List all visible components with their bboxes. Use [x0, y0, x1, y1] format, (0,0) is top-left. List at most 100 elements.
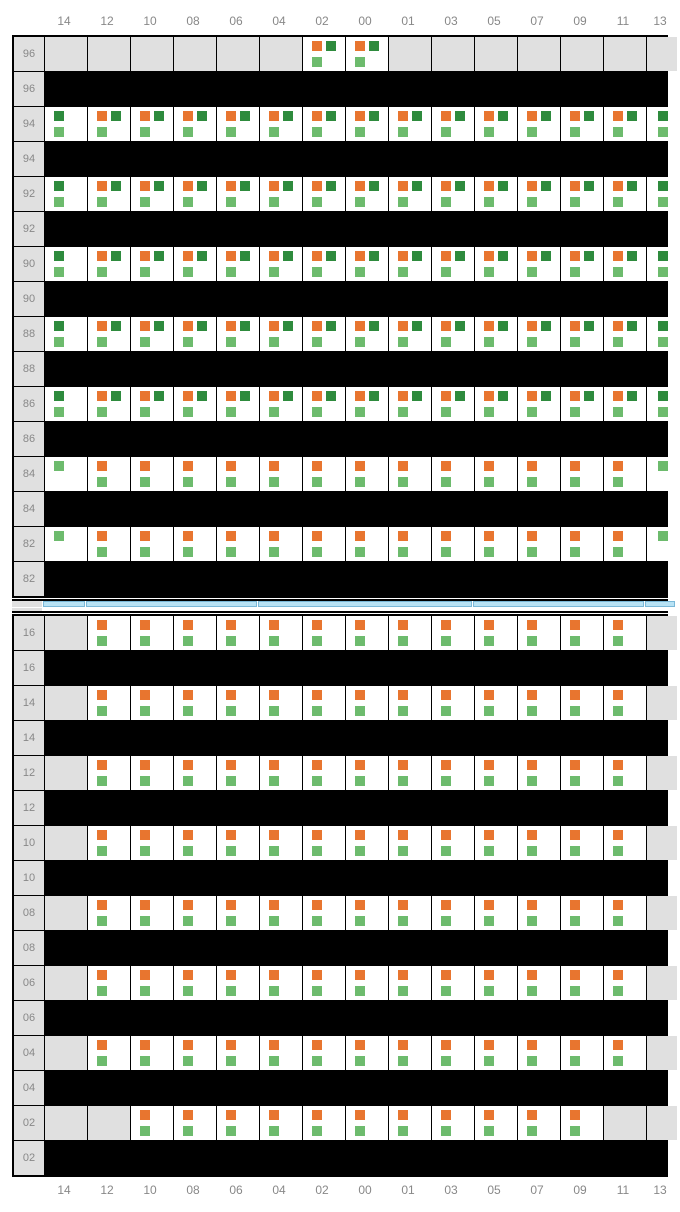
cell[interactable]: [174, 966, 216, 1000]
cell[interactable]: [260, 247, 302, 281]
cell[interactable]: [45, 457, 87, 491]
cell[interactable]: [260, 107, 302, 141]
cell[interactable]: [303, 247, 345, 281]
cell[interactable]: [475, 686, 517, 720]
cell[interactable]: [475, 826, 517, 860]
cell[interactable]: [604, 387, 646, 421]
cell[interactable]: [604, 527, 646, 561]
cell[interactable]: [217, 896, 259, 930]
cell[interactable]: [561, 317, 603, 351]
cell[interactable]: [647, 317, 677, 351]
cell[interactable]: [217, 527, 259, 561]
cell[interactable]: [475, 966, 517, 1000]
cell[interactable]: [561, 966, 603, 1000]
cell[interactable]: [432, 826, 474, 860]
cell[interactable]: [88, 896, 130, 930]
cell[interactable]: [432, 756, 474, 790]
cell[interactable]: [389, 896, 431, 930]
cell[interactable]: [346, 1036, 388, 1070]
cell[interactable]: [518, 527, 560, 561]
cell[interactable]: [88, 247, 130, 281]
cell[interactable]: [432, 247, 474, 281]
cell[interactable]: [475, 616, 517, 650]
cell[interactable]: [217, 317, 259, 351]
cell[interactable]: [475, 1036, 517, 1070]
cell[interactable]: [389, 686, 431, 720]
cell[interactable]: [174, 457, 216, 491]
cell[interactable]: [432, 1106, 474, 1140]
cell[interactable]: [174, 317, 216, 351]
cell[interactable]: [131, 1106, 173, 1140]
cell[interactable]: [88, 177, 130, 211]
cell[interactable]: [561, 527, 603, 561]
cell[interactable]: [88, 317, 130, 351]
cell[interactable]: [346, 1106, 388, 1140]
cell[interactable]: [217, 616, 259, 650]
cell[interactable]: [131, 896, 173, 930]
cell[interactable]: [604, 616, 646, 650]
cell[interactable]: [604, 247, 646, 281]
cell[interactable]: [604, 1036, 646, 1070]
cell[interactable]: [647, 527, 677, 561]
cell[interactable]: [88, 756, 130, 790]
cell[interactable]: [475, 457, 517, 491]
cell[interactable]: [260, 1036, 302, 1070]
cell[interactable]: [475, 527, 517, 561]
cell[interactable]: [518, 826, 560, 860]
cell[interactable]: [217, 457, 259, 491]
cell[interactable]: [475, 107, 517, 141]
cell[interactable]: [303, 616, 345, 650]
cell[interactable]: [303, 177, 345, 211]
cell[interactable]: [561, 107, 603, 141]
cell[interactable]: [518, 756, 560, 790]
cell[interactable]: [303, 107, 345, 141]
cell[interactable]: [561, 1106, 603, 1140]
cell[interactable]: [45, 527, 87, 561]
cell[interactable]: [604, 177, 646, 211]
cell[interactable]: [432, 527, 474, 561]
cell[interactable]: [518, 1106, 560, 1140]
cell[interactable]: [45, 317, 87, 351]
cell[interactable]: [260, 457, 302, 491]
cell[interactable]: [217, 826, 259, 860]
cell[interactable]: [518, 1036, 560, 1070]
cell[interactable]: [561, 1036, 603, 1070]
cell[interactable]: [647, 107, 677, 141]
cell[interactable]: [561, 896, 603, 930]
cell[interactable]: [131, 826, 173, 860]
cell[interactable]: [475, 387, 517, 421]
cell[interactable]: [303, 1036, 345, 1070]
cell[interactable]: [475, 177, 517, 211]
cell[interactable]: [217, 107, 259, 141]
cell[interactable]: [260, 756, 302, 790]
cell[interactable]: [346, 457, 388, 491]
cell[interactable]: [174, 247, 216, 281]
cell[interactable]: [389, 247, 431, 281]
cell[interactable]: [432, 177, 474, 211]
cell[interactable]: [604, 686, 646, 720]
cell[interactable]: [217, 247, 259, 281]
cell[interactable]: [518, 107, 560, 141]
cell[interactable]: [131, 966, 173, 1000]
cell[interactable]: [303, 37, 345, 71]
cell[interactable]: [88, 1036, 130, 1070]
cell[interactable]: [604, 756, 646, 790]
cell[interactable]: [260, 896, 302, 930]
cell[interactable]: [174, 1036, 216, 1070]
cell[interactable]: [647, 177, 677, 211]
cell[interactable]: [131, 177, 173, 211]
cell[interactable]: [518, 616, 560, 650]
cell[interactable]: [88, 616, 130, 650]
cell[interactable]: [346, 616, 388, 650]
cell[interactable]: [647, 247, 677, 281]
cell[interactable]: [131, 527, 173, 561]
cell[interactable]: [45, 177, 87, 211]
cell[interactable]: [131, 107, 173, 141]
cell[interactable]: [217, 1036, 259, 1070]
cell[interactable]: [389, 387, 431, 421]
cell[interactable]: [475, 896, 517, 930]
cell[interactable]: [346, 247, 388, 281]
cell[interactable]: [45, 387, 87, 421]
cell[interactable]: [88, 686, 130, 720]
cell[interactable]: [303, 756, 345, 790]
